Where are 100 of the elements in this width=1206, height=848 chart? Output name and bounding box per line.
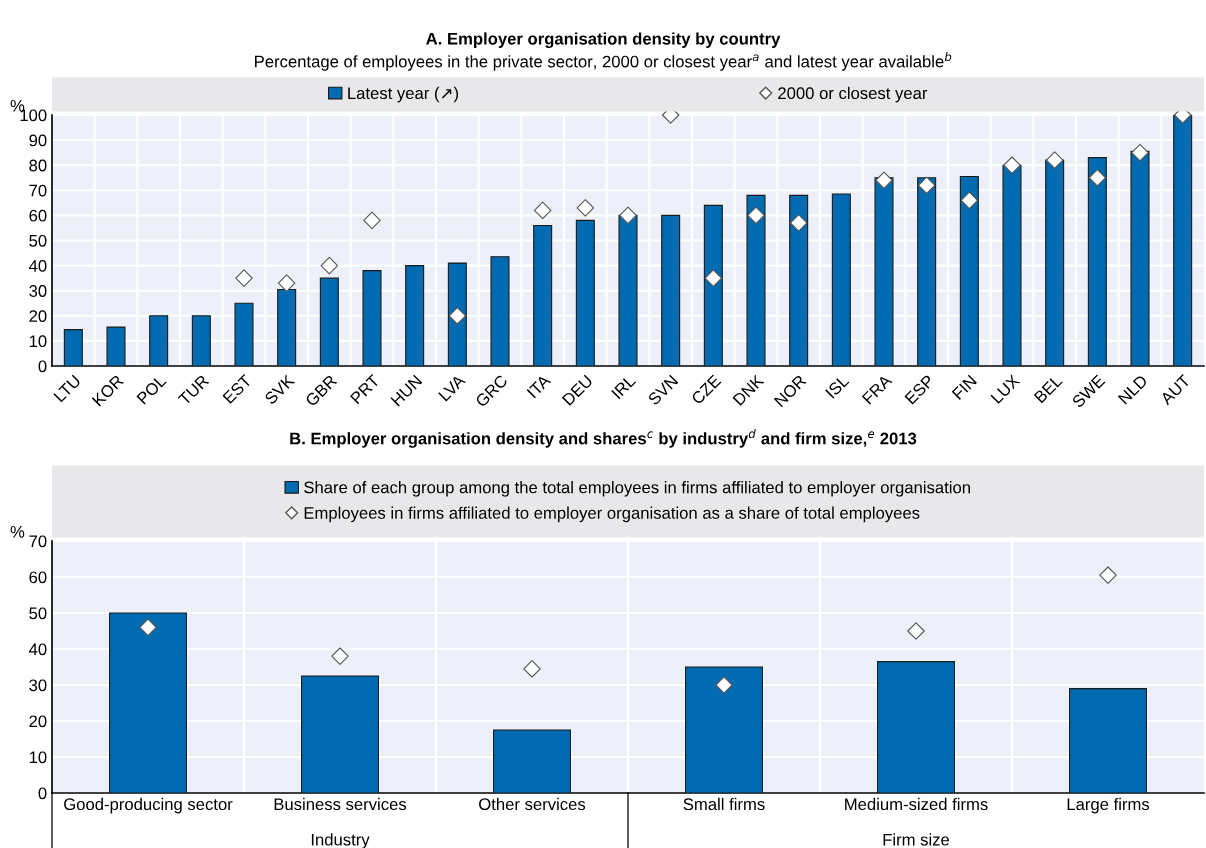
bar [831, 193, 851, 366]
bar [63, 329, 83, 366]
y-tick-label: 50 [29, 234, 47, 247]
y-tick-label: 80 [29, 159, 47, 172]
legend-label: Latest year (↗) [348, 86, 459, 103]
bar [106, 326, 126, 366]
bar [490, 256, 510, 366]
x-tick-label: Business services [274, 797, 407, 811]
point [747, 206, 765, 225]
point [789, 214, 808, 232]
y-tick-label: 10 [29, 335, 47, 348]
bar [1045, 159, 1065, 366]
y-tick-label: 70 [29, 184, 47, 197]
x-tick-label: POL [136, 374, 167, 405]
bar [959, 175, 979, 366]
x-tick-label: FRA [861, 373, 893, 405]
bar [618, 214, 638, 366]
y-tick-label: 30 [29, 285, 47, 297]
bar [493, 729, 571, 793]
bar [877, 661, 955, 793]
legend-label: Share of each group among the total employees in firms affiliated to employer organisation [304, 481, 970, 497]
point [1088, 168, 1107, 187]
bar [234, 302, 254, 366]
bar [277, 288, 297, 366]
x-tick-label: Good-producing sector [64, 797, 233, 814]
bar [917, 177, 937, 366]
x-tick-label: ITA [526, 373, 552, 399]
y-tick-label: 20 [29, 310, 47, 322]
x-tick-label: LTU [53, 374, 82, 403]
point [1131, 143, 1149, 162]
y-axis-title: % [10, 525, 25, 538]
bar [149, 315, 169, 366]
x-tick-label: BEL [1033, 374, 1063, 404]
point [704, 269, 723, 287]
bar [703, 204, 723, 366]
bar [1130, 150, 1150, 366]
point [715, 676, 733, 694]
y-tick-label: 60 [29, 209, 47, 222]
chart-title: A. Employer organisation density by country [426, 32, 781, 48]
chart-title: B. Employer organisation density and shares$^{c}$ by industry$^{d}$ and firm size,$^{e}$ 2013 [290, 429, 917, 448]
bar [685, 666, 763, 793]
bar [319, 277, 339, 366]
bar [109, 612, 187, 793]
point [331, 647, 349, 665]
bar [447, 262, 467, 366]
text: Firm size [883, 833, 950, 846]
point [523, 660, 541, 678]
y-tick-label: 50 [29, 607, 47, 620]
x-tick-label: TUR [177, 374, 210, 406]
bar [301, 675, 379, 793]
point [533, 201, 552, 220]
x-tick-label: Other services [479, 797, 586, 811]
bar [191, 315, 211, 366]
bar [533, 224, 553, 366]
x-tick-label: Large firms [1067, 797, 1150, 814]
bar [405, 265, 425, 366]
point [960, 191, 979, 210]
point [875, 171, 893, 190]
point [1045, 151, 1064, 169]
point [363, 211, 381, 230]
y-tick-label: 70 [29, 535, 47, 548]
y-tick-label: 10 [29, 751, 47, 764]
bar [362, 270, 382, 366]
point [235, 269, 253, 287]
y-tick-label: 40 [28, 260, 47, 272]
y-tick-label: 0 [38, 360, 47, 373]
bar [789, 194, 809, 366]
y-tick-label: 20 [29, 715, 47, 728]
point [139, 618, 157, 637]
point [1099, 566, 1117, 584]
point [448, 307, 467, 325]
x-tick-label: LVA [438, 373, 466, 402]
bar [746, 194, 766, 366]
bar [1002, 164, 1022, 366]
y-tick-label: 60 [29, 571, 47, 584]
bar [575, 219, 595, 366]
bar [874, 177, 894, 366]
y-tick-label: 0 [38, 787, 47, 800]
x-tick-label: ISL [825, 374, 850, 399]
x-tick-label: Medium-sized firms [845, 797, 988, 811]
point [277, 274, 296, 292]
x-tick-label: IRL [611, 374, 637, 400]
x-tick-label: CZE [690, 374, 722, 405]
point [1003, 156, 1021, 174]
bar [1173, 115, 1193, 366]
point [619, 206, 637, 225]
y-tick-label: 90 [29, 134, 47, 147]
x-tick-label: FIN [951, 374, 977, 400]
bar [661, 214, 681, 366]
legend-label: Employees in firms affiliated to employer organisation as a share of total employees [304, 506, 920, 523]
bar [1069, 688, 1147, 793]
text: Industry [311, 833, 370, 848]
bar [1087, 157, 1107, 366]
point [907, 622, 925, 640]
point [576, 199, 595, 217]
chart-subtitle: Percentage of employees in the private sector, 2000 or closest year$^{a}$ and latest year available$^{b}$ [255, 52, 952, 71]
y-tick-label: 30 [29, 679, 47, 692]
legend-label: 2000 or closest year [778, 86, 928, 103]
x-tick-label: Small firms [683, 797, 765, 811]
point [917, 176, 936, 195]
